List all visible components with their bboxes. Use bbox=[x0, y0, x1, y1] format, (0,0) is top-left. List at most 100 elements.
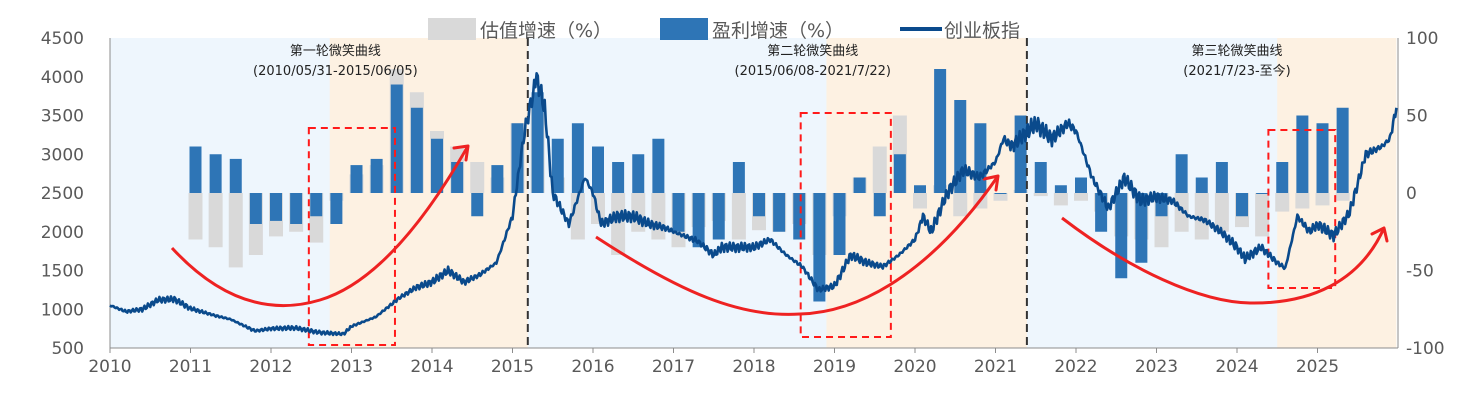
valuation-bar bbox=[872, 146, 887, 193]
earnings-bar bbox=[249, 193, 262, 224]
earnings-bar bbox=[551, 138, 564, 193]
cycle-range-1: (2010/05/31-2015/06/05) bbox=[253, 64, 418, 79]
earnings-bar bbox=[310, 193, 323, 217]
earnings-bar bbox=[1256, 193, 1269, 194]
earnings-bar bbox=[773, 193, 786, 232]
earnings-bar bbox=[531, 92, 544, 193]
axes-layer: 2010 2011 2012 2013 2014 2015 2016 2017 2018 2019… bbox=[41, 29, 1445, 377]
earnings-bar bbox=[1215, 162, 1228, 193]
highlight-box-1 bbox=[307, 127, 396, 346]
earnings-bar bbox=[914, 185, 926, 193]
valuation-bar bbox=[470, 162, 485, 193]
earnings-bar bbox=[390, 84, 403, 193]
x-tick-label-2013: 2013 bbox=[330, 357, 373, 377]
earnings-bar bbox=[1296, 115, 1309, 193]
earnings-bar bbox=[732, 162, 745, 193]
earnings-bar bbox=[1014, 115, 1027, 193]
valuation-bar bbox=[1315, 193, 1330, 206]
earnings-bar bbox=[209, 154, 222, 193]
valuation-bar bbox=[993, 193, 1008, 201]
y-left-tick-1500: 1500 bbox=[41, 262, 84, 282]
line-layer bbox=[109, 72, 1398, 337]
earnings-bar bbox=[692, 193, 705, 248]
valuation-bar bbox=[1194, 193, 1209, 240]
y-right-tick--50: -50 bbox=[1406, 262, 1434, 282]
earnings-bar bbox=[753, 193, 765, 217]
earnings-bar bbox=[1175, 154, 1188, 193]
y-right-tick-100: 100 bbox=[1406, 29, 1438, 49]
smile-curve-1 bbox=[170, 145, 470, 307]
earnings-bar bbox=[1236, 193, 1248, 217]
earnings-bar bbox=[410, 107, 423, 193]
valuation-bar bbox=[1335, 193, 1350, 201]
y-left-tick-2000: 2000 bbox=[41, 223, 84, 243]
valuation-bar bbox=[1033, 193, 1048, 197]
legend-swatch-valuation bbox=[428, 18, 476, 40]
smile-arrow-1 bbox=[452, 144, 470, 162]
x-tick-label-2020: 2020 bbox=[893, 357, 936, 377]
x-tick-label-2024: 2024 bbox=[1215, 357, 1258, 377]
earnings-bar bbox=[491, 165, 504, 193]
valuation-bar bbox=[953, 193, 968, 217]
earnings-bar bbox=[1276, 162, 1289, 193]
valuation-bar bbox=[913, 193, 927, 209]
earnings-bar bbox=[793, 193, 806, 240]
y-left-tick-3500: 3500 bbox=[41, 107, 84, 127]
legend-label-valuation: 估值增速（%） bbox=[480, 20, 612, 42]
highlight-box-2 bbox=[799, 112, 892, 338]
legend: 估值增速（%） 盈利增速（%） 创业板指 bbox=[428, 18, 1020, 42]
legend-swatch-earnings bbox=[660, 18, 708, 40]
y-right-tick-0: 0 bbox=[1406, 184, 1417, 204]
earnings-bar bbox=[370, 158, 383, 193]
bars-layer bbox=[188, 69, 1350, 302]
earnings-bar bbox=[571, 123, 584, 193]
earnings-bar bbox=[290, 193, 303, 224]
valuation-bar bbox=[208, 193, 223, 248]
x-tick-label-2014: 2014 bbox=[410, 357, 453, 377]
earnings-bar bbox=[974, 123, 987, 193]
earnings-bar bbox=[189, 146, 202, 193]
cycle-range-3: (2021/7/23-至今) bbox=[1183, 63, 1291, 79]
legend-label-index: 创业板指 bbox=[944, 20, 1020, 42]
earnings-bar bbox=[853, 177, 866, 193]
x-tick-label-2018: 2018 bbox=[732, 357, 775, 377]
smile-arrow-2 bbox=[982, 174, 1000, 192]
x-tick-label-2010: 2010 bbox=[88, 357, 131, 377]
earnings-bar bbox=[1075, 177, 1087, 193]
y-left-tick-3000: 3000 bbox=[41, 145, 84, 165]
x-tick-label-2021: 2021 bbox=[974, 357, 1017, 377]
valuation-bar bbox=[1275, 193, 1290, 212]
earnings-bar bbox=[712, 193, 725, 240]
earnings-bar bbox=[1054, 185, 1067, 193]
smile-curve-3 bbox=[1061, 216, 1386, 305]
valuation-bar bbox=[1053, 193, 1068, 206]
earnings-bar bbox=[893, 154, 906, 193]
valuation-bar bbox=[1214, 193, 1229, 232]
earnings-bar bbox=[833, 193, 846, 255]
x-tick-label-2019: 2019 bbox=[813, 357, 856, 377]
x-tick-label-2015: 2015 bbox=[491, 357, 534, 377]
x-tick-label-2012: 2012 bbox=[249, 357, 292, 377]
earnings-bar bbox=[471, 193, 484, 217]
earnings-bar bbox=[431, 138, 443, 193]
cycle-title-1: 第一轮微笑曲线 bbox=[290, 43, 381, 59]
earnings-bar bbox=[994, 193, 1007, 194]
earnings-bar bbox=[229, 158, 242, 193]
earnings-bar bbox=[350, 165, 363, 193]
y-left-tick-2500: 2500 bbox=[41, 184, 84, 204]
legend-label-earnings: 盈利增速（%） bbox=[712, 20, 844, 42]
x-tick-label-2023: 2023 bbox=[1135, 357, 1178, 377]
earnings-bar bbox=[672, 193, 685, 232]
earnings-bar bbox=[934, 69, 947, 193]
earnings-bar bbox=[1095, 193, 1108, 232]
earnings-bar bbox=[873, 193, 886, 217]
earnings-bar bbox=[330, 193, 343, 224]
highlight-box-3 bbox=[1267, 129, 1337, 289]
valuation-bar bbox=[731, 193, 746, 240]
earnings-bar bbox=[1115, 193, 1128, 279]
earnings-bar bbox=[632, 154, 645, 193]
y-right-tick--100: -100 bbox=[1406, 339, 1445, 359]
x-tick-label-2011: 2011 bbox=[169, 357, 212, 377]
annotation-layer: 第一轮微笑曲线 (2010/05/31-2015/06/05) 第二轮微笑曲线 (20… bbox=[170, 38, 1389, 348]
